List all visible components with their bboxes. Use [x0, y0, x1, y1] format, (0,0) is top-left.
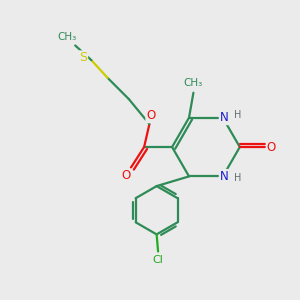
Text: O: O: [267, 141, 276, 154]
Text: CH₃: CH₃: [184, 78, 203, 88]
Text: S: S: [79, 51, 87, 64]
Text: CH₃: CH₃: [57, 32, 76, 42]
Text: N: N: [220, 111, 228, 124]
Text: Cl: Cl: [153, 255, 164, 265]
Text: N: N: [220, 170, 228, 183]
Text: H: H: [235, 173, 242, 183]
Text: O: O: [122, 169, 131, 182]
Text: H: H: [235, 110, 242, 120]
Text: O: O: [146, 109, 155, 122]
